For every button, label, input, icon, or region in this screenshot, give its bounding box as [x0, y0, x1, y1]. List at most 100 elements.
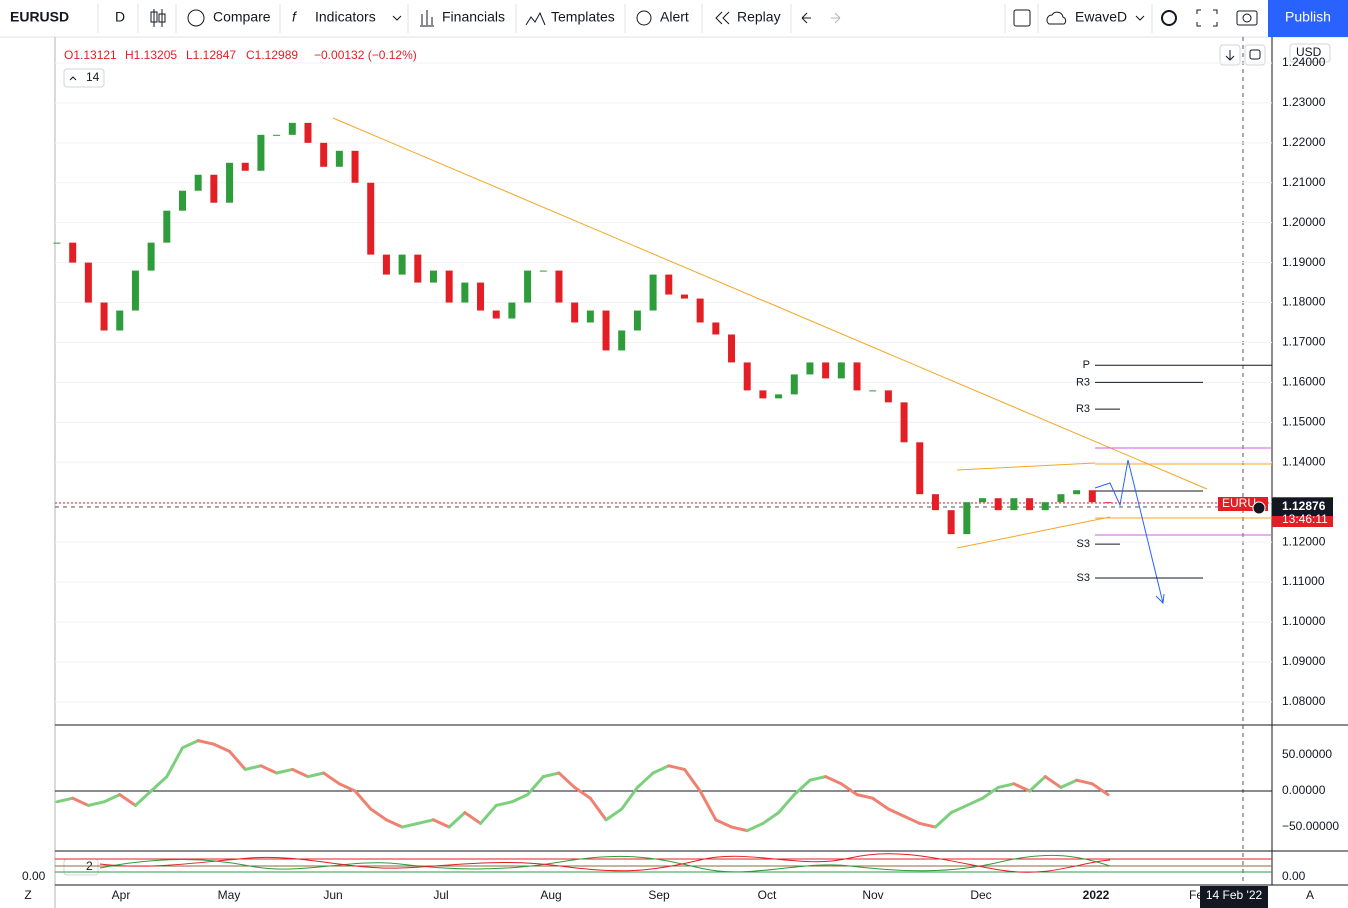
add-button[interactable] — [1252, 501, 1266, 515]
currency[interactable]: USD — [1296, 45, 1322, 59]
osc-segment — [196, 739, 216, 746]
chart-type-icon[interactable] — [150, 9, 166, 27]
dropdown[interactable] — [1135, 15, 1145, 21]
osc-segment — [353, 789, 373, 811]
time-label: Jun — [323, 888, 342, 902]
osc-segment — [918, 821, 937, 829]
compare[interactable]: Compare — [213, 9, 271, 25]
open: O1.13121 — [64, 48, 117, 62]
publish-button[interactable] — [1268, 0, 1348, 37]
osc-segment — [447, 811, 467, 829]
time-label: Sep — [648, 888, 670, 902]
publish[interactable]: Publish — [1285, 9, 1331, 25]
candle — [147, 242, 155, 271]
osc-segment — [290, 767, 310, 779]
candle — [257, 134, 265, 171]
alert[interactable]: Alert — [660, 9, 689, 25]
fullscreen-box[interactable] — [1013, 9, 1031, 27]
candle — [461, 282, 469, 303]
candle — [398, 254, 406, 275]
low: L1.12847 — [186, 48, 236, 62]
osc-segment — [949, 803, 969, 815]
financials[interactable]: Financials — [442, 9, 505, 25]
expand[interactable] — [1196, 9, 1218, 27]
templates-icon[interactable] — [525, 11, 546, 26]
crosshair-price: 1.12876 — [1282, 499, 1326, 513]
templates[interactable]: Templates — [551, 9, 615, 25]
compare-icon[interactable] — [187, 9, 205, 27]
snapshot[interactable] — [1236, 10, 1258, 26]
cloud-icon[interactable] — [1046, 11, 1067, 25]
candle — [477, 282, 485, 311]
osc-segment — [212, 742, 232, 753]
time-label: Oct — [758, 888, 777, 902]
osc-segment — [431, 818, 451, 829]
redo[interactable] — [831, 12, 841, 24]
osc-segment — [902, 814, 922, 825]
candle — [508, 302, 516, 319]
candle — [555, 270, 563, 303]
candle — [837, 362, 845, 379]
plot: P R3 R3 S3 S3 — [53, 117, 1272, 605]
replay-icon[interactable] — [715, 11, 730, 25]
crosshair-tag — [1272, 498, 1333, 516]
price-tick-label: 1.15000 — [1282, 414, 1326, 428]
osc-segment — [996, 782, 1016, 789]
candle — [445, 270, 453, 303]
auto-button[interactable]: A — [1306, 888, 1314, 902]
financials-icon[interactable] — [420, 10, 434, 27]
sub-indicator — [55, 853, 1272, 873]
time-label: Dec — [970, 888, 991, 902]
osc-segment — [180, 739, 200, 750]
reset-button[interactable] — [1244, 44, 1266, 66]
osc-segment — [275, 767, 294, 775]
interval[interactable]: D — [115, 9, 125, 25]
osc-segment — [557, 771, 577, 789]
undo[interactable] — [801, 12, 811, 24]
indicator-toggle[interactable] — [63, 68, 105, 88]
osc-segment — [526, 775, 545, 797]
candle — [116, 310, 124, 331]
candle — [273, 134, 281, 136]
candle — [884, 390, 892, 403]
osc-segment — [463, 811, 483, 825]
price-tick-label: 1.24000 — [1282, 55, 1326, 69]
osc-segment — [839, 782, 859, 797]
replay[interactable]: Replay — [737, 9, 781, 25]
zoom-button[interactable]: Z — [24, 888, 31, 902]
toolbar — [0, 0, 1348, 37]
candle — [382, 254, 390, 275]
candle — [916, 442, 924, 495]
sub-value: 0.00 — [22, 869, 46, 883]
candle — [131, 270, 139, 311]
osc-segment — [745, 821, 765, 833]
currency-button[interactable] — [1289, 43, 1331, 63]
candle — [1010, 498, 1018, 511]
dropdown[interactable] — [392, 15, 402, 21]
layout-name[interactable]: EwaveD — [1075, 9, 1127, 25]
candle — [775, 394, 783, 399]
osc-segment — [259, 764, 279, 775]
osc-segment — [604, 807, 624, 822]
indicators-icon[interactable]: f — [292, 9, 298, 25]
alert-icon[interactable] — [636, 10, 652, 26]
indicator-toggle[interactable] — [63, 858, 99, 876]
candle — [84, 262, 92, 303]
osc-segment — [761, 811, 781, 825]
settings[interactable] — [1161, 10, 1177, 26]
osc-segment — [133, 789, 153, 807]
osc-segment — [494, 800, 514, 807]
candle — [163, 210, 171, 243]
countdown: 13:46:11 — [1282, 512, 1328, 526]
candle — [633, 310, 641, 331]
indicators[interactable]: Indicators — [315, 9, 376, 25]
symbol[interactable]: EURUSD — [10, 9, 69, 25]
osc-segment — [165, 746, 184, 779]
time-label: Nov — [862, 888, 883, 902]
cursor-date-tag — [1200, 886, 1268, 908]
change: −0.00132 (−0.12%) — [314, 48, 417, 62]
pivot-label: S3 — [1077, 572, 1090, 584]
osc-segment — [1090, 782, 1110, 797]
price-tick-label: 1.08000 — [1282, 694, 1326, 708]
